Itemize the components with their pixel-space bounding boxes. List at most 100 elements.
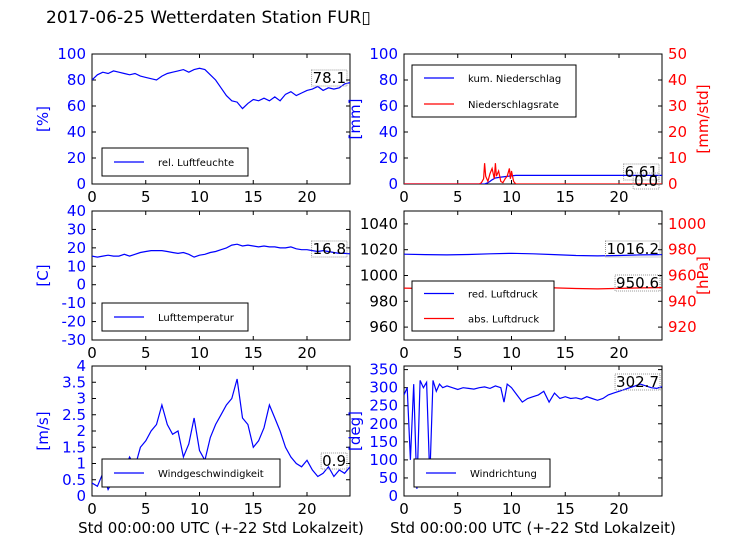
value-annotation-box (614, 274, 661, 292)
y-tick-label: 100 (57, 45, 86, 63)
y-tick-label: 4 (76, 357, 86, 375)
y-axis-label: [m/s] (34, 411, 52, 450)
y-tick-label: 80 (67, 71, 86, 89)
value-annotation-box (632, 172, 660, 190)
y2-tick-label: 0 (668, 175, 678, 193)
value-annotation: 1016.2 (607, 240, 660, 258)
y-tick-label: 40 (379, 123, 398, 141)
panel-precipitation: 0 5 10 15 20 0 20 40 60 80 100 0 10 20 30 40 50 [mm] [mm/s… (346, 45, 712, 206)
y-tick-label: 80 (379, 71, 398, 89)
x-tick-label: 0 (87, 188, 97, 206)
x-tick-label: 10 (190, 500, 209, 518)
legend-label: rel. Luftfeuchte (158, 158, 234, 169)
x-axis-label: Std 00:00:00 UTC (+-22 Std Lokalzeit) (390, 519, 676, 537)
y2-tick-label: 20 (668, 123, 687, 141)
y2-tick-label: 1000 (668, 215, 706, 233)
y-tick-label: 0 (388, 175, 398, 193)
value-annotation: 0.9 (322, 452, 346, 470)
x-tick-label: 10 (502, 500, 521, 518)
y-tick-label: 50 (379, 469, 398, 487)
y-tick-label: 0 (388, 487, 398, 505)
value-annotation: 16.8 (313, 240, 346, 258)
x-tick-label: 15 (244, 188, 263, 206)
x-tick-label: 0 (87, 500, 97, 518)
x-tick-label: 20 (297, 344, 316, 362)
series-line-0 (92, 243, 350, 258)
value-annotation-box (311, 69, 348, 87)
series-line-0 (404, 174, 662, 184)
y-tick-label: 2 (76, 422, 86, 440)
x-tick-label: 5 (141, 344, 151, 362)
y-axis-label: [mm] (346, 99, 364, 140)
y-tick-label: 100 (369, 451, 398, 469)
x-tick-label: 5 (141, 500, 151, 518)
y-tick-label: 40 (67, 202, 86, 220)
legend-label: red. Luftdruck (468, 290, 538, 301)
y2-tick-label: 960 (668, 267, 697, 285)
panel-temperature: 0 5 10 15 20-30-20-10010203040[C]Lufttempera… (34, 202, 351, 362)
x-tick-label: 5 (453, 188, 463, 206)
x-tick-label: 20 (297, 500, 316, 518)
y-tick-label: 1040 (360, 215, 398, 233)
y-axis-label: [C] (34, 264, 52, 286)
x-tick-label: 10 (190, 344, 209, 362)
legend-label: Niederschlagsrate (468, 100, 559, 111)
value-annotation: 78.1 (313, 69, 346, 87)
y-tick-label: 1000 (360, 267, 398, 285)
x-tick-label: 15 (244, 500, 263, 518)
x-tick-label: 15 (556, 188, 575, 206)
y2-tick-label: 30 (668, 97, 687, 115)
y-tick-label: 350 (369, 361, 398, 379)
y-tick-label: -30 (62, 331, 87, 349)
y-tick-label: 980 (369, 292, 398, 310)
y-tick-label: 20 (67, 239, 86, 257)
legend-label: Windrichtung (470, 469, 537, 480)
x-tick-label: 10 (502, 344, 521, 362)
y-tick-label: 20 (379, 149, 398, 167)
value-annotation: 950.6 (616, 274, 659, 292)
x-tick-label: 20 (609, 344, 628, 362)
series-line-0 (404, 252, 662, 257)
y2-tick-label: 50 (668, 45, 687, 63)
x-tick-label: 0 (399, 344, 409, 362)
y-tick-label: 10 (67, 257, 86, 275)
y-tick-label: -10 (62, 294, 87, 312)
axes-frame (91, 210, 351, 341)
x-tick-label: 10 (502, 188, 521, 206)
y-axis-label: [%] (34, 106, 52, 132)
y-tick-label: -20 (62, 313, 87, 331)
y-tick-label: 1.5 (62, 438, 86, 456)
legend-label: Lufttemperatur (158, 313, 235, 324)
y-tick-label: 0 (76, 487, 86, 505)
x-tick-label: 10 (190, 188, 209, 206)
x-tick-label: 15 (556, 344, 575, 362)
y-tick-label: 3 (76, 390, 86, 408)
x-tick-label: 20 (297, 188, 316, 206)
x-tick-label: 5 (453, 500, 463, 518)
value-annotation-box (614, 373, 661, 391)
y-tick-label: 30 (67, 220, 86, 238)
panel-pressure: 0 5 10 15 20 960 980 1000 1020 1040 920 940 960 980 10… (360, 210, 712, 362)
panel-humidity: 0 5 10 15 20 0 20 40 60 80 100 [%] rel. Luftfeuchte 7… (34, 45, 351, 206)
y-tick-label: 0.5 (62, 471, 86, 489)
y-tick-label: 1 (76, 455, 86, 473)
y-tick-label: 2.5 (62, 406, 86, 424)
axes-frame (91, 53, 351, 185)
y-tick-label: 960 (369, 318, 398, 336)
legend-box (411, 64, 577, 118)
series-line-0 (404, 380, 662, 489)
y-tick-label: 0 (76, 276, 86, 294)
value-annotation-box (605, 240, 661, 258)
x-tick-label: 5 (453, 344, 463, 362)
y-tick-label: 1020 (360, 241, 398, 259)
series-line-0 (92, 67, 350, 110)
y-tick-label: 60 (67, 97, 86, 115)
y-axis-label: [deg] (346, 411, 364, 451)
y-tick-label: 300 (369, 379, 398, 397)
panel-windspeed: 0 5 10 15 20 00.511.522.533.54 [m/s] Std 00:00:… (34, 357, 364, 537)
x-tick-label: 20 (609, 500, 628, 518)
value-annotation-box (320, 452, 348, 470)
